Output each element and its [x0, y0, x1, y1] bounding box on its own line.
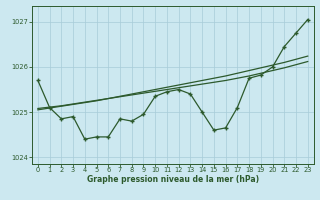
X-axis label: Graphe pression niveau de la mer (hPa): Graphe pression niveau de la mer (hPa)	[87, 175, 259, 184]
